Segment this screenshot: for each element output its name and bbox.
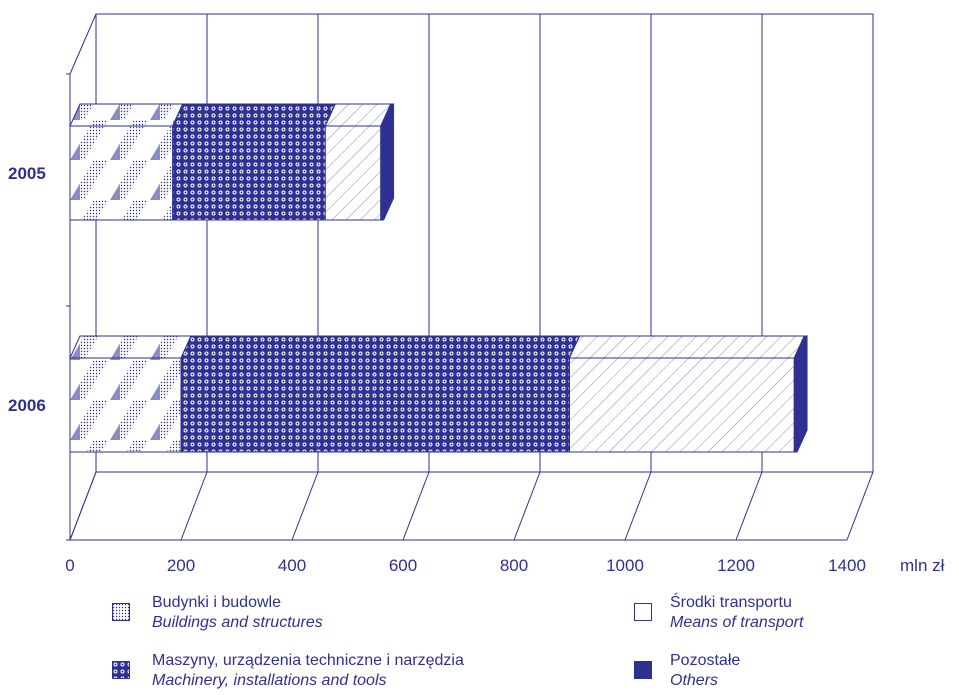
legend-item-machinery: Maszyny, urządzenia techniczne i narzędz… [110,651,590,695]
legend-label-machinery: Maszyny, urządzenia techniczne i narzędz… [152,652,464,669]
bar-top-2006-2 [568,335,806,359]
x-tick-label-0: 0 [65,556,74,575]
legend-label-buildings-en: Buildings and structures [152,614,323,631]
bars [69,103,808,453]
floor-gridline-800 [513,471,541,541]
floor-gridline-1200 [735,471,763,541]
x-tick-label-800: 800 [500,556,528,575]
x-axis: 0 200 400 600 800 1000 1200 1400 mln zł 2005 2006 [8,164,945,575]
legend-swatch-others [634,661,652,679]
chart-frame [66,13,874,541]
x-tick-label-1400: 1400 [828,556,866,575]
bar-front-2006-1 [180,357,570,453]
bar-front-2006-2 [569,357,795,453]
bar-top-2006-0 [69,335,192,359]
floor-gridline-600 [402,471,430,541]
legend-item-transport: Środki transportu Means of transport [632,593,932,637]
bar-side-2006 [796,335,808,453]
bar-front-2005-1 [172,125,326,221]
bar-top-2005-1 [171,103,337,127]
bar-front-2005-0 [69,125,174,221]
legend-swatch-machinery [112,661,130,679]
x-tick-label-600: 600 [389,556,417,575]
legend-item-buildings: Budynki i budowle Buildings and structur… [110,593,530,637]
floor-gridline-1000 [624,471,652,541]
floor-gridline-400 [291,471,319,541]
bar-side-2005 [383,103,395,221]
x-tick-label-400: 400 [278,556,306,575]
y-axis-top-edge [69,13,97,75]
legend-swatch-transport [634,603,652,621]
bar-2005-series-2 [324,103,392,221]
bar-2006-series-2 [568,335,806,453]
x-tick-label-1000: 1000 [606,556,644,575]
bar-top-2005-2 [324,103,392,127]
legend-label-others-en: Others [670,672,719,689]
legend-label-machinery-en: Machinery, installations and tools [152,672,387,689]
legend-label-buildings: Budynki i budowle [152,594,281,611]
x-tick-label-1200: 1200 [717,556,755,575]
bar-2005-series-0 [69,103,184,221]
bar-front-2005-2 [324,125,382,221]
x-tick-label-200: 200 [167,556,195,575]
legend-swatch-buildings [112,603,130,621]
floor-gridline-1400 [846,471,874,541]
bar-2005-series-1 [171,103,337,221]
legend-label-transport-en: Means of transport [670,614,804,631]
x-unit-label: mln zł [900,556,945,575]
bar-2006-series-1 [180,335,581,453]
floor-gridline-0 [69,471,97,541]
y-category-label-2006: 2006 [8,396,46,415]
bar-top-2006-1 [180,335,581,359]
legend-label-others: Pozostałe [670,652,741,669]
y-category-label-2005: 2005 [8,164,46,183]
legend-item-others: Pozostałe Others [632,651,932,695]
floor-gridline-200 [180,471,208,541]
bar-front-2006-0 [69,357,182,453]
bar-top-2005-0 [69,103,184,127]
legend-label-transport: Środki transportu [670,594,792,611]
bar-2006-series-0 [69,335,192,453]
